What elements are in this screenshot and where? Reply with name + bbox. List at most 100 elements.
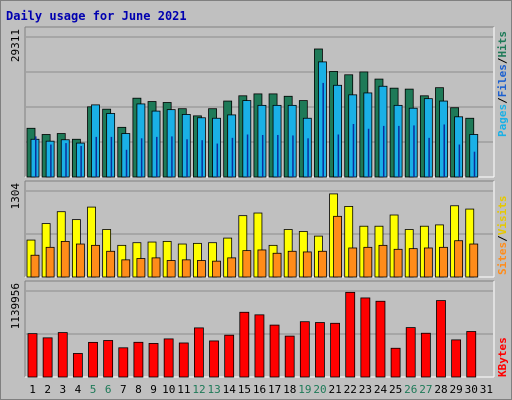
x-tick-label: 16 [253, 383, 266, 396]
sites-bar [227, 257, 237, 278]
sites-bar [242, 250, 252, 278]
kbytes-bar [345, 291, 356, 378]
sites-bar [166, 260, 176, 278]
sites-bar [454, 240, 464, 278]
kbytes-bar [178, 342, 189, 378]
x-tick-label: 7 [120, 383, 127, 396]
sites-bar [60, 240, 70, 278]
x-tick-label: 23 [359, 383, 372, 396]
pages-bar [261, 134, 264, 177]
kbytes-bar [239, 311, 250, 378]
kbytes-bar [299, 321, 310, 378]
sites-bar [393, 248, 403, 278]
legend-hits-files-pages-part: / [496, 57, 509, 64]
x-tick-label: 27 [419, 383, 432, 396]
legend-hits-files-pages-part: Pages [496, 104, 509, 137]
x-tick-label: 29 [450, 383, 463, 396]
x-tick-label: 26 [404, 383, 417, 396]
pages-bar [65, 143, 67, 177]
kbytes-bar [88, 341, 98, 378]
kbytes-bar [209, 340, 219, 378]
x-tick-label: 18 [283, 383, 296, 396]
pages-bar [352, 123, 355, 177]
x-tick-label: 21 [329, 383, 342, 396]
legend-hits-files-pages-part: Files [496, 64, 509, 97]
kbytes-bar [224, 334, 235, 378]
sites-bar [212, 260, 221, 278]
x-tick-label: 1 [29, 383, 36, 396]
pages-bar [140, 138, 143, 177]
pages-bar [307, 138, 309, 177]
pages-bar [50, 144, 52, 177]
sites-bar [287, 250, 297, 278]
sites-bar [136, 258, 146, 278]
x-tick-label: 2 [44, 383, 51, 396]
chart-title: Daily usage for June 2021 [6, 9, 187, 23]
sites-bar [363, 246, 373, 278]
pages-bar [95, 136, 98, 177]
sites-bar [106, 250, 116, 278]
sites-bar [469, 243, 479, 278]
kbytes-bar [360, 297, 371, 378]
sites-bar [408, 248, 418, 278]
x-tick-label: 13 [207, 383, 220, 396]
kbytes-bar [466, 331, 477, 378]
pages-bar [398, 125, 400, 177]
pages-bar [80, 145, 82, 177]
legend-visits-sites-part: / [496, 235, 509, 242]
pages-bar [413, 125, 415, 177]
y-max-label-hits: 29311 [9, 29, 22, 62]
kbytes-bar [436, 300, 446, 378]
legend-visits-sites-part: Sites [496, 242, 509, 275]
sites-bar [318, 250, 327, 278]
x-tick-label: 15 [238, 383, 251, 396]
kbytes-bar [163, 338, 174, 378]
x-tick-label: 10 [162, 383, 175, 396]
sites-bar [75, 243, 85, 278]
sites-bar [423, 247, 433, 278]
x-tick-label: 24 [374, 383, 388, 396]
x-tick-label: 11 [177, 383, 190, 396]
kbytes-bar [451, 339, 462, 378]
legend-kbytes-part: KBytes [496, 337, 509, 377]
kbytes-bar [390, 347, 401, 378]
x-tick-label: 3 [60, 383, 67, 396]
y-max-label-kbytes: 1139956 [9, 283, 22, 329]
kbytes-bar [133, 341, 144, 378]
kbytes-bar [57, 332, 68, 378]
sites-bar [272, 252, 282, 278]
pages-bar [277, 134, 279, 177]
sites-bar [333, 215, 342, 278]
kbytes-bar [103, 340, 114, 378]
kbytes-bar [194, 327, 204, 378]
sites-bar [91, 244, 100, 278]
pages-bar [171, 136, 173, 177]
x-tick-label: 19 [298, 383, 311, 396]
sites-bar [151, 257, 161, 278]
x-tick-label: 25 [389, 383, 402, 396]
sites-bar [348, 247, 358, 278]
pages-bar [246, 134, 249, 177]
kbytes-bar [375, 300, 386, 378]
legend-hits-files-pages-part: Hits [496, 31, 509, 58]
sites-bar [45, 246, 55, 278]
pages-bar [35, 136, 37, 177]
pages-bar [292, 135, 294, 177]
x-tick-label: 9 [150, 383, 157, 396]
x-tick-label: 17 [268, 383, 281, 396]
legend-hits-files-pages: Pages/Files/Hits [496, 31, 509, 137]
x-tick-label: 5 [90, 383, 97, 396]
pages-bar [125, 149, 128, 177]
kbytes-bar [148, 343, 159, 378]
pages-bar [337, 134, 340, 177]
sites-bar [121, 259, 131, 278]
pages-bar [156, 136, 158, 177]
sites-bar [302, 251, 312, 278]
x-tick-label: 12 [192, 383, 205, 396]
pages-bar [428, 137, 430, 177]
pages-bar [443, 124, 445, 177]
x-tick-label: 31 [480, 383, 493, 396]
pages-bar [322, 82, 324, 177]
kbytes-bar [254, 314, 265, 378]
